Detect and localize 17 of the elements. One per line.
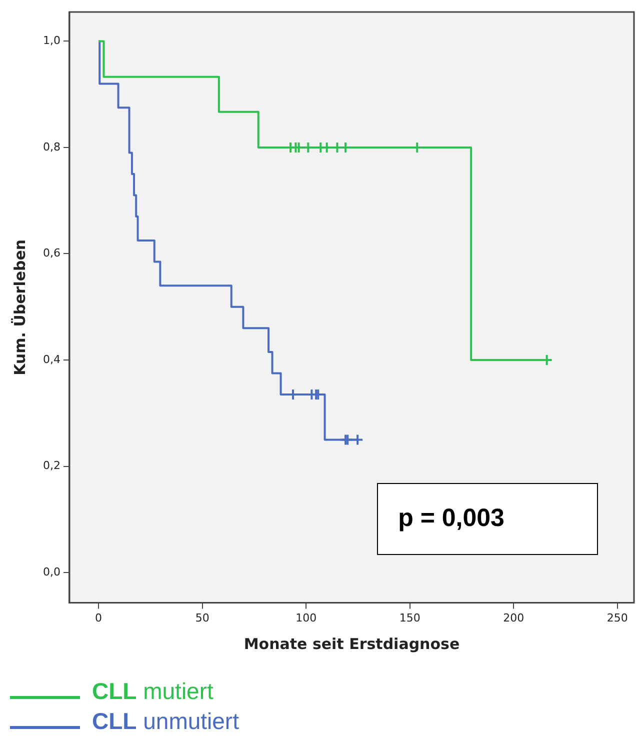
x-tick-label: 50 (195, 611, 210, 624)
x-tick-label: 100 (296, 611, 317, 624)
text-box: p = 0,003 (377, 482, 598, 555)
x-axis-title: Monate seit Erstdiagnose (244, 634, 460, 653)
y-tick-label: 0,4 (42, 352, 60, 366)
y-tick-label: 0,0 (42, 565, 60, 578)
legend-label: CLL unmutiert (91, 707, 239, 736)
y-tick-label: 0,2 (42, 459, 60, 472)
legend-label: CLL mutiert (91, 677, 214, 706)
x-tick-label: 0 (95, 611, 102, 624)
y-tick-label: 1,0 (42, 34, 60, 48)
x-tick-label: 150 (399, 611, 420, 624)
y-tick-label: 0,8 (42, 140, 60, 154)
x-tick-label: 250 (606, 611, 628, 624)
x-tick-label: 200 (503, 611, 524, 624)
y-axis-title: Kum. Überleben (10, 239, 29, 376)
y-tick-label: 0,6 (42, 246, 60, 260)
